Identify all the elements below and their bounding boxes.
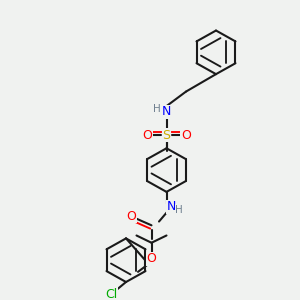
Text: O: O <box>142 129 152 142</box>
Text: O: O <box>126 209 136 223</box>
Text: O: O <box>181 129 191 142</box>
Text: H: H <box>176 205 183 215</box>
Text: S: S <box>163 129 170 142</box>
Text: Cl: Cl <box>106 288 118 300</box>
Text: H: H <box>153 104 160 114</box>
Text: N: N <box>167 200 176 214</box>
Text: O: O <box>147 252 156 265</box>
Text: N: N <box>162 105 171 119</box>
